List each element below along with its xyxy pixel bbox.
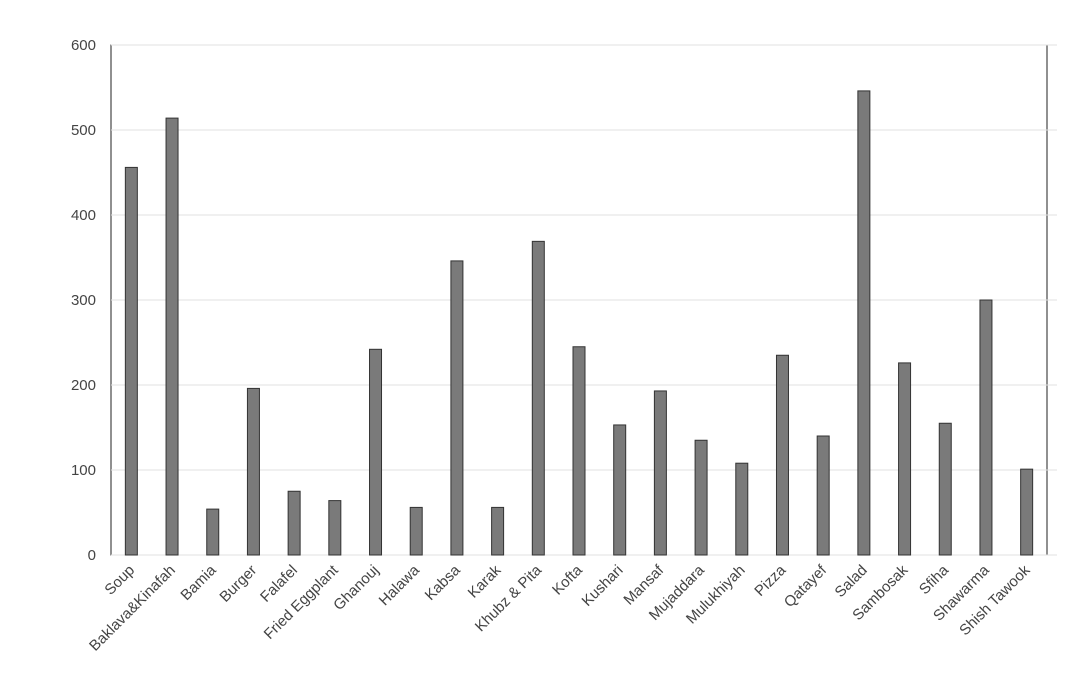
bar — [694, 439, 708, 556]
bar — [165, 117, 179, 556]
bar — [328, 500, 342, 556]
bar — [450, 260, 464, 556]
bar — [369, 348, 383, 556]
bar — [124, 166, 138, 556]
x-tick-label: Kushari — [579, 562, 627, 610]
bar — [979, 299, 993, 556]
bar — [491, 506, 505, 556]
y-tick-label: 100 — [71, 462, 96, 479]
y-tick-label: 200 — [71, 377, 96, 394]
bar — [898, 362, 912, 556]
x-tick-label: Soup — [101, 562, 138, 599]
bar — [1020, 468, 1034, 556]
bar — [287, 490, 301, 556]
bar — [613, 424, 627, 556]
bar — [857, 90, 871, 556]
x-tick-label: Kofta — [549, 561, 586, 598]
x-tick-label: Halawa — [376, 561, 424, 609]
y-tick-label: 0 — [88, 547, 96, 564]
bar — [572, 346, 586, 556]
bar — [653, 390, 667, 556]
x-tick-label: Bamia — [177, 561, 220, 604]
bar — [938, 422, 952, 556]
bar — [735, 462, 749, 556]
x-tick-label: Pizza — [751, 561, 789, 599]
bar — [775, 354, 789, 556]
bar — [206, 508, 220, 556]
bar — [531, 240, 545, 556]
x-tick-label: Shish Tawook — [956, 561, 1034, 639]
y-tick-label: 500 — [71, 122, 96, 139]
y-tick-label: 600 — [71, 37, 96, 54]
x-tick-label: Ghanouj — [330, 562, 382, 614]
x-tick-label: Qatayef — [781, 561, 831, 611]
bar — [246, 387, 260, 556]
bar — [816, 435, 830, 556]
y-tick-label: 400 — [71, 207, 96, 224]
x-tick-label: Burger — [216, 562, 260, 606]
bar — [409, 506, 423, 556]
y-tick-label: 300 — [71, 292, 96, 309]
x-tick-label: Kabsa — [422, 561, 465, 604]
x-tick-label: Sfiha — [916, 561, 953, 598]
